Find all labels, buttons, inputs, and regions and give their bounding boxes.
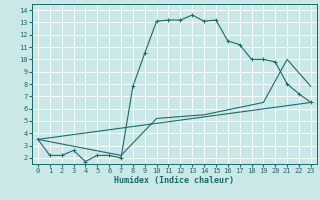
X-axis label: Humidex (Indice chaleur): Humidex (Indice chaleur) bbox=[115, 176, 234, 185]
